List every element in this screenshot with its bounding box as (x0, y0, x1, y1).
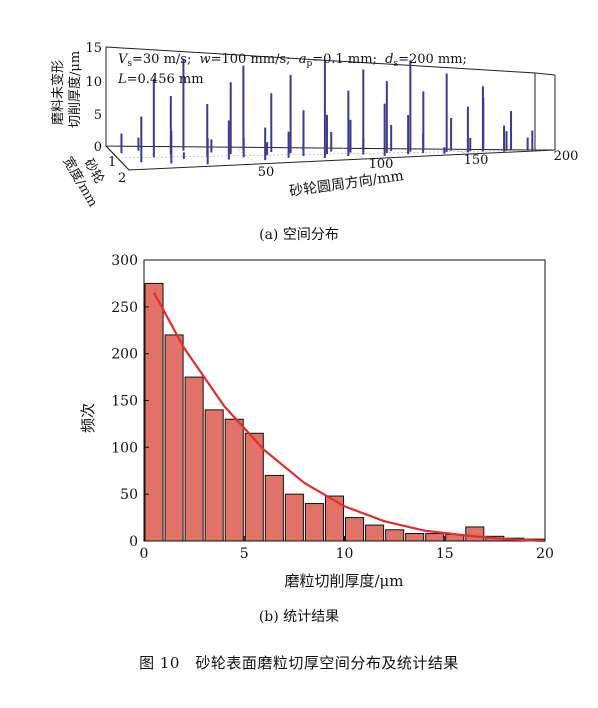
x-tick-150: 150 (464, 153, 489, 168)
y-tick-label: 250 (111, 300, 138, 316)
fit-curve (153, 292, 546, 543)
x-tick-label: 15 (436, 546, 454, 562)
y-tick-label: 200 (111, 347, 138, 363)
params-line1: Vs=30 m/s; w=100 mm/s; ap=0.1 mm; ds=200… (118, 52, 467, 69)
histogram-bar (465, 526, 485, 542)
x-tick-100: 100 (369, 157, 394, 172)
histogram-bar (224, 418, 244, 542)
z-tick-5: 5 (94, 108, 102, 123)
x-axis-label: 磨粒切削厚度/μm (284, 572, 403, 590)
y-tick-label: 0 (129, 534, 138, 550)
histogram-chart: 0 50 100 150 200 250 300 0 5 10 15 20 频次 磨粒切削厚度/μm (79, 253, 554, 590)
x-tick-50: 50 (258, 165, 275, 180)
figure-caption: 图 10 砂轮表面磨粒切厚空间分布及统计结果 (139, 654, 459, 672)
histogram-bar (144, 282, 164, 542)
y-axis-label: 频次 (79, 403, 97, 433)
z-tick-10: 10 (85, 75, 102, 90)
histogram-bar (385, 529, 405, 542)
panel-b-caption: (b) 统计结果 (258, 609, 340, 625)
plot-frame (143, 259, 546, 542)
floor-grid (116, 146, 546, 166)
histogram-bar (365, 524, 385, 542)
params-line2: L=0.456 mm (117, 72, 204, 87)
x-ticks: 50 100 150 200 (258, 149, 579, 180)
histogram-bars (144, 282, 545, 542)
y-axis-ticks: 0 50 100 150 200 250 300 (111, 253, 149, 550)
histogram-bar (304, 503, 324, 542)
y-tick-label: 150 (111, 394, 138, 410)
histogram-bar (284, 493, 304, 542)
histogram-bar (324, 495, 345, 542)
y-tick-2: 2 (118, 171, 126, 186)
x-tick-label: 0 (140, 546, 149, 562)
histogram-bar (345, 517, 365, 542)
histogram-bar (405, 533, 425, 542)
x-tick-label: 10 (336, 546, 354, 562)
spatial-distribution-chart: Vs=30 m/s; w=100 mm/s; ap=0.1 mm; ds=200… (50, 41, 579, 210)
x-axis-label: 砂轮圆周方向/mm (288, 168, 404, 200)
y-tick-label: 100 (111, 440, 138, 456)
x-axis-ticks: 0 5 10 15 20 (140, 536, 554, 562)
z-tick-0: 0 (94, 140, 102, 155)
y-tick-label: 300 (111, 253, 138, 269)
y-tick-label: 50 (120, 487, 138, 503)
panel-a-caption: (a) 空间分布 (259, 227, 339, 243)
z-ticks: 15 10 5 0 (85, 41, 102, 155)
histogram-bar (425, 533, 445, 542)
right-top-depth-edge (534, 72, 556, 76)
histogram-bar (184, 376, 204, 542)
histogram-bar (244, 432, 264, 542)
y-tick-1: 1 (108, 155, 116, 170)
histogram-bar (204, 409, 224, 542)
z-axis-label-2: 切削厚度/μm (67, 51, 83, 128)
x-tick-label: 5 (240, 546, 249, 562)
z-axis-label-1: 磨料未变形 (50, 60, 66, 125)
histogram-bar (264, 474, 284, 542)
x-tick-label: 20 (536, 546, 554, 562)
thickness-stems (120, 59, 534, 165)
z-tick-15: 15 (85, 41, 102, 56)
x-tick-200: 200 (554, 149, 579, 164)
histogram-bar (164, 334, 184, 542)
